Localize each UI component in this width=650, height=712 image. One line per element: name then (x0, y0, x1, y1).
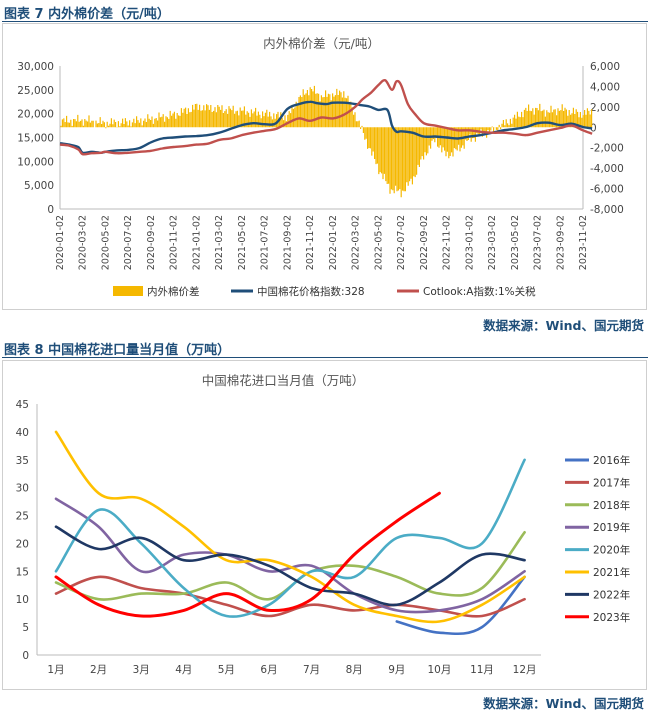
left-axis-tick-label: 5,000 (24, 180, 54, 192)
series-line-2023年 (54, 491, 441, 618)
chart-8-title: 中国棉花进口当月值（万吨） (202, 373, 365, 388)
series-line-2021年 (54, 430, 526, 624)
right-axis-tick-label: 4,000 (590, 81, 620, 93)
figure-7-panel: 内外棉价差（元/吨） 0 5,000 10,000 15,000 20,000 25,000… (2, 23, 647, 310)
x-axis-tick-label: 2023-11-02 (578, 215, 589, 270)
legend-label: 2018年 (593, 499, 630, 512)
x-axis-tick-label: 2020-03-02 (78, 215, 89, 270)
legend-label: 2021年 (593, 566, 630, 579)
legend-label: 内外棉价差 (147, 285, 200, 298)
x-axis-tick-label: 2021-07-02 (260, 215, 271, 270)
series-line-2020年 (54, 458, 526, 618)
x-axis-tick-label: 2023-05-02 (510, 215, 521, 270)
x-axis-tick-label: 1月 (47, 664, 64, 676)
right-axis-tick-label: -4,000 (590, 163, 624, 175)
y-axis-tick-label: 0 (22, 650, 29, 662)
y-axis-tick-label: 5 (22, 622, 29, 634)
x-axis-tick-label: 2023-09-02 (555, 215, 566, 270)
y-axis-tick-label: 25 (16, 511, 29, 523)
left-axis-tick-label: 30,000 (17, 61, 54, 73)
x-axis-tick-label: 2月 (90, 664, 107, 676)
x-axis-tick-label: 9月 (388, 664, 405, 676)
x-axis-tick-label: 2021-09-02 (282, 215, 293, 270)
y-axis-tick-label: 20 (16, 538, 29, 550)
right-axis-tick-label: 0 (590, 122, 597, 134)
chart-7-title: 内外棉价差（元/吨） (263, 36, 380, 51)
x-axis-tick-label: 2022-09-02 (419, 215, 430, 270)
figure-8-rule (2, 357, 648, 358)
x-axis-tick-label: 2021-11-02 (305, 215, 316, 270)
y-axis-tick-label: 45 (16, 399, 29, 411)
y-axis-tick-label: 30 (16, 483, 29, 495)
x-axis-tick-label: 5月 (218, 664, 235, 676)
right-axis-tick-label: 2,000 (590, 102, 620, 114)
x-axis-tick-label: 2021-03-02 (214, 215, 225, 270)
chart-8-svg: 中国棉花进口当月值（万吨） 0 5 10 15 20 25 30 35 40 45 1月 2月 3月 4月 5… (16, 373, 631, 676)
legend-label: 2020年 (593, 544, 630, 557)
x-axis-tick-label: 2020-09-02 (146, 215, 157, 270)
figure-8-panel: 中国棉花进口当月值（万吨） 0 5 10 15 20 25 30 35 40 45 1月 2月 3月 4月 5… (2, 360, 647, 690)
x-axis-tick-label: 4月 (175, 664, 192, 676)
figure-8-caption: 图表 8 中国棉花进口量当月值（万吨） (4, 343, 231, 358)
x-axis-tick-label: 3月 (133, 664, 150, 676)
y-axis-tick-label: 15 (16, 566, 29, 578)
legend-label: Cotlook:A指数:1%关税 (423, 285, 536, 298)
legend-label: 2022年 (593, 588, 630, 601)
left-axis-tick-label: 20,000 (17, 109, 54, 121)
right-axis-tick-label: -6,000 (590, 184, 624, 196)
y-axis-tick-label: 10 (16, 594, 29, 606)
left-axis-tick-label: 10,000 (17, 156, 54, 168)
x-axis-tick-label: 2022-05-02 (373, 215, 384, 270)
series-line-2022年 (54, 525, 526, 607)
x-axis-tick-label: 10月 (427, 664, 451, 676)
right-axis-tick-label: -8,000 (590, 204, 624, 216)
right-axis-tick-label: -2,000 (590, 143, 624, 155)
x-axis-tick-label: 2022-07-02 (396, 215, 407, 270)
y-axis-tick-label: 40 (16, 427, 29, 439)
y-axis-tick-label: 35 (16, 455, 29, 467)
x-axis-tick-label: 11月 (470, 664, 494, 676)
x-axis-tick-label: 8月 (346, 664, 363, 676)
x-axis-tick-label: 7月 (303, 664, 320, 676)
legend-swatch-bar (113, 286, 143, 296)
x-axis-tick-label: 2020-07-02 (123, 215, 134, 270)
x-axis-tick-label: 2020-01-02 (55, 215, 66, 270)
figure-7-caption: 图表 7 内外棉价差（元/吨） (4, 7, 170, 22)
x-axis-tick-label: 12月 (513, 664, 537, 676)
x-axis-tick-label: 2020-11-02 (169, 215, 180, 270)
legend-label: 2017年 (593, 476, 630, 489)
legend-label: 中国棉花价格指数:328 (257, 285, 365, 298)
figure-7-source: 数据来源：Wind、国元期货 (483, 318, 644, 333)
x-axis-tick-label: 2023-01-02 (464, 215, 475, 270)
x-axis-tick-label: 2022-01-02 (328, 215, 339, 270)
right-axis-tick-label: 6,000 (590, 61, 620, 73)
chart-7-svg: 内外棉价差（元/吨） 0 5,000 10,000 15,000 20,000 25,000… (17, 36, 624, 298)
x-axis-tick-label: 2022-03-02 (351, 215, 362, 270)
cotlook-a-index-line (59, 79, 593, 156)
legend-label: 2016年 (593, 454, 630, 467)
x-axis-tick-label: 2023-03-02 (487, 215, 498, 270)
left-axis-tick-label: 25,000 (17, 85, 54, 97)
series-line-2016年 (395, 575, 526, 636)
left-axis-tick-label: 15,000 (17, 133, 54, 145)
figure-7-rule (2, 21, 648, 22)
x-axis-tick-label: 2021-05-02 (237, 215, 248, 270)
legend-label: 2023年 (593, 611, 630, 624)
legend-label: 2019年 (593, 521, 630, 534)
x-axis-tick-label: 6月 (260, 664, 277, 676)
left-axis-tick-label: 0 (47, 204, 54, 216)
spread-bars (60, 85, 593, 198)
x-axis-tick-label: 2023-07-02 (533, 215, 544, 270)
figure-8-source: 数据来源：Wind、国元期货 (483, 696, 644, 711)
x-axis-tick-label: 2021-01-02 (191, 215, 202, 270)
x-axis-tick-label: 2020-05-02 (100, 215, 111, 270)
series-line-2019年 (54, 497, 526, 614)
x-axis-tick-label: 2022-11-02 (442, 215, 453, 270)
